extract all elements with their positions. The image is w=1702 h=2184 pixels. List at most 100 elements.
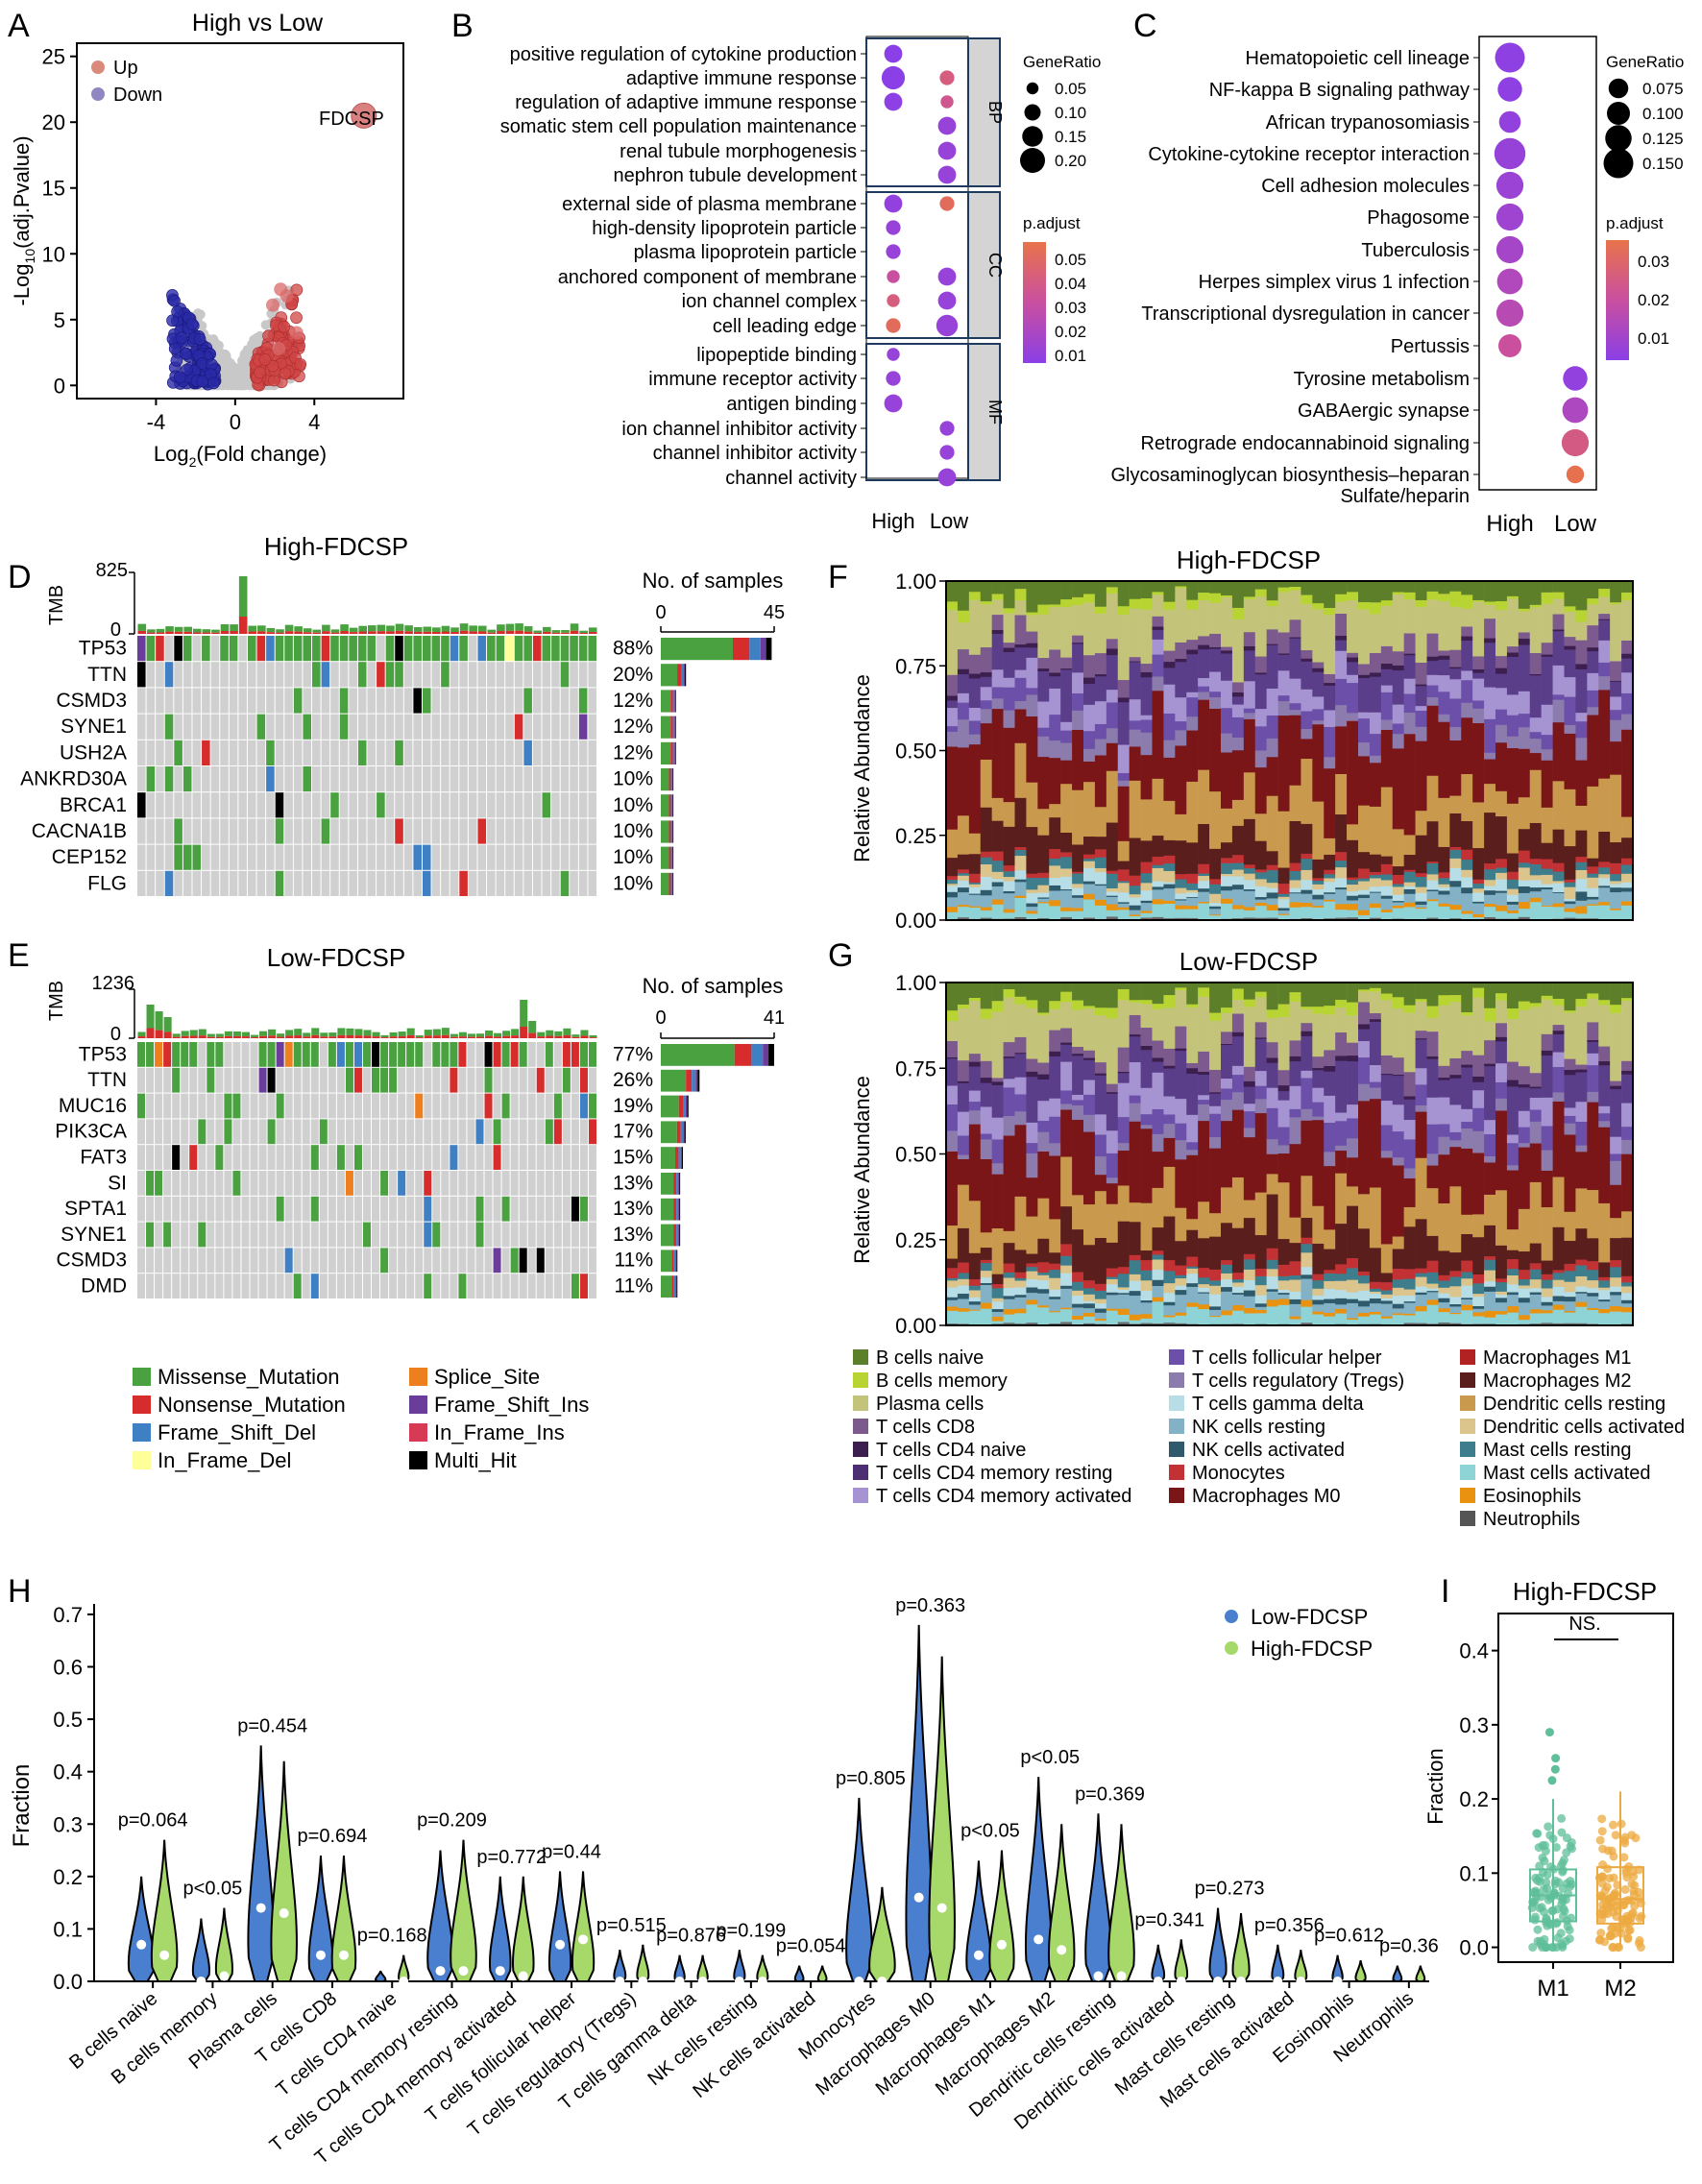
abundance-segment: [1221, 1007, 1233, 1013]
abundance-segment: [1610, 881, 1622, 885]
abundance-segment: [1449, 886, 1462, 906]
abundance-segment: [1621, 1103, 1634, 1128]
abundance-segment: [1484, 601, 1496, 605]
mutation-cell: [487, 766, 496, 792]
tmb-bar: [511, 1029, 520, 1036]
abundance-segment: [1392, 1303, 1404, 1309]
mutation-cell: [189, 1145, 198, 1170]
abundance-segment: [1426, 917, 1439, 921]
mutation-cell: [496, 818, 505, 844]
abundance-segment: [1392, 665, 1404, 671]
mutation-cell: [284, 1145, 293, 1170]
mutation-cell: [579, 1093, 588, 1119]
abundance-segment: [1289, 1260, 1301, 1275]
panel-label-g: G: [828, 937, 853, 974]
mutation-cell: [532, 714, 542, 740]
mutation-cell: [137, 636, 146, 662]
abundance-segment: [1026, 1303, 1038, 1323]
abundance-segment: [1026, 643, 1038, 648]
abundance-segment: [968, 886, 982, 894]
tmb-bar: [441, 625, 450, 632]
sample-count-segment: [684, 1121, 686, 1144]
tmb-bar: [174, 626, 183, 632]
abundance-segment: [1209, 1136, 1222, 1149]
abundance-segment: [1552, 1226, 1565, 1271]
abundance-segment: [1037, 877, 1050, 886]
abundance-segment: [1003, 876, 1015, 882]
mutation-cell: [579, 1145, 588, 1170]
mutation-cell: [155, 1042, 163, 1067]
abundance-segment: [1358, 1040, 1371, 1058]
abundance-segment: [1049, 672, 1061, 677]
abundance-segment: [1083, 683, 1096, 705]
abundance-segment: [1506, 1007, 1520, 1019]
mutation-cell: [284, 844, 293, 870]
abundance-segment: [1231, 884, 1245, 890]
abundance-segment: [1163, 903, 1176, 919]
mutation-cell: [424, 1067, 432, 1093]
abundance-segment: [1186, 1302, 1199, 1307]
mutation-cell: [542, 636, 551, 662]
mutation-cell: [377, 688, 385, 714]
mutation-cell: [367, 740, 377, 765]
abundance-segment: [1049, 858, 1061, 866]
mutation-cell: [224, 1119, 232, 1145]
mutation-cell: [562, 1042, 571, 1067]
mutation-legend-label: Missense_Mutation: [158, 1365, 340, 1389]
mutation-cell: [588, 766, 596, 792]
abundance-segment: [1014, 797, 1027, 848]
mutation-cell: [468, 870, 477, 896]
kegg-size-legend-title: GeneRatio: [1606, 53, 1684, 71]
tmb-bar: [505, 623, 515, 631]
abundance-segment: [1221, 1044, 1233, 1080]
abundance-segment: [1335, 1280, 1348, 1291]
abundance-segment: [1209, 593, 1222, 603]
term-dot: [939, 196, 955, 211]
abundance-segment: [1140, 671, 1153, 678]
abundance-segment: [1163, 1048, 1176, 1066]
mutation-cell: [275, 740, 284, 765]
abundance-segment: [1014, 1077, 1027, 1095]
abundance-segment: [1324, 1249, 1336, 1271]
volcano-xtick-label: -4: [147, 410, 166, 434]
abundance-segment: [1301, 711, 1313, 730]
abundance-segment: [1564, 901, 1576, 905]
mutation-cell: [137, 1248, 146, 1274]
abundance-segment: [1140, 1087, 1153, 1115]
mutation-cell: [349, 818, 357, 844]
abundance-segment: [1449, 1271, 1462, 1277]
mutation-legend-swatch: [409, 1395, 427, 1414]
sample-count-segment: [670, 846, 672, 869]
abundance-segment: [957, 673, 970, 693]
abundance-segment: [1564, 1240, 1576, 1264]
abundance-segment: [1598, 866, 1611, 875]
abundance-segment: [1484, 1310, 1496, 1318]
mutation-cell: [137, 818, 146, 844]
mutation-cell: [310, 1093, 319, 1119]
tmb-bar: [579, 630, 588, 634]
size-legend-dot: [1022, 126, 1043, 147]
abundance-segment: [946, 746, 959, 830]
mutation-cell: [276, 1171, 284, 1196]
abundance-segment: [1541, 807, 1553, 843]
abundance-segment: [1369, 1293, 1382, 1299]
mutation-cell: [156, 688, 164, 714]
abundance-segment: [1094, 1283, 1107, 1291]
abundance-segment: [1277, 1090, 1290, 1101]
mutation-cell: [377, 766, 385, 792]
abundance-segment: [1587, 715, 1599, 787]
abundance-segment: [1301, 1175, 1313, 1219]
volcano-ytick-label: 15: [42, 177, 65, 201]
abundance-segment: [1369, 983, 1382, 988]
abundance-segment: [1277, 1127, 1290, 1146]
ns-point: [236, 377, 247, 388]
abundance-segment: [1106, 1278, 1119, 1285]
tmb-bar: [211, 632, 220, 634]
abundance-segment: [1529, 607, 1542, 653]
mutation-cell: [562, 1248, 571, 1274]
abundance-segment: [1003, 1323, 1015, 1326]
abundance-segment: [1060, 1156, 1073, 1207]
tmb-bar: [238, 576, 248, 617]
abundance-segment: [1403, 1289, 1416, 1296]
mutation-cell: [232, 1274, 241, 1298]
